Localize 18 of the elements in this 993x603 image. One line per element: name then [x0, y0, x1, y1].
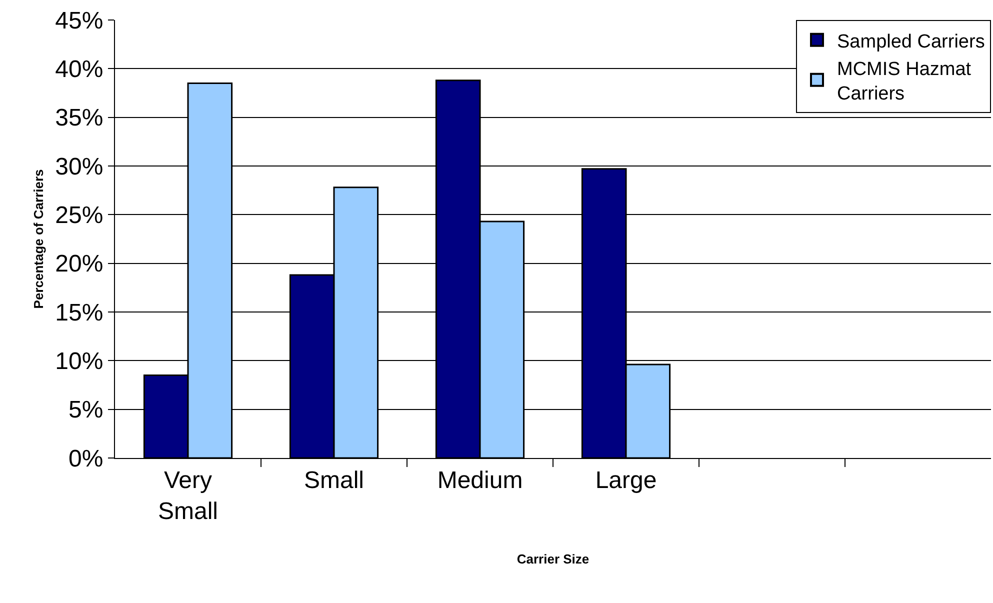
y-tick-label: 0% [68, 445, 104, 472]
y-tick-label: 30% [55, 153, 104, 180]
y-tick-label: 25% [55, 202, 104, 230]
x-axis-title: Carrier Size [516, 552, 590, 567]
y-tick-label: 20% [55, 250, 104, 278]
x-tick-label: Medium [437, 466, 523, 494]
x-tick-label: Large [595, 466, 657, 494]
y-tick-label: 35% [55, 104, 104, 132]
y-tick-label: 5% [68, 396, 104, 424]
y-tick-label: 15% [55, 299, 104, 326]
y-tick-label: 10% [55, 348, 104, 376]
legend-label: MCMIS Hazmat Carriers [837, 58, 972, 105]
y-tick-label: 45% [55, 7, 104, 34]
x-tick-label: Small [304, 466, 364, 494]
x-tick-label: Very Small [158, 466, 218, 525]
y-axis-title: Percentage of Carriers [31, 169, 46, 309]
y-tick-label: 40% [55, 56, 104, 84]
legend-label: Sampled Carriers [837, 31, 985, 52]
